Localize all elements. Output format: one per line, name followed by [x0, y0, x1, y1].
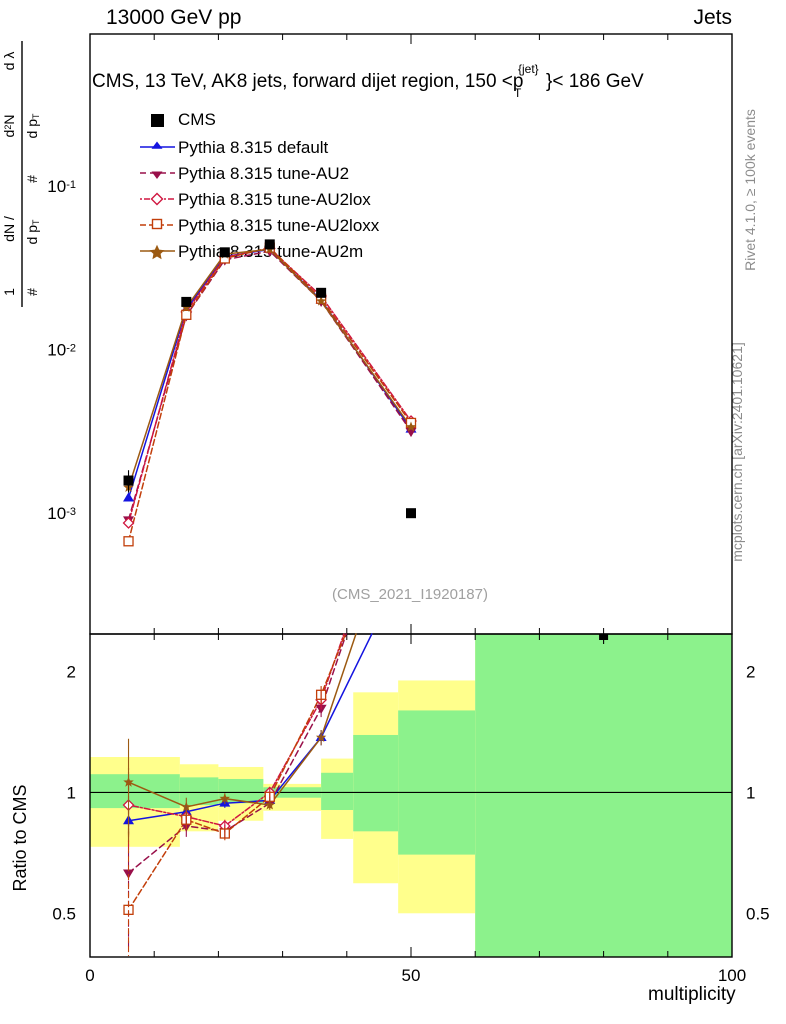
svg-text:}< 186 GeV: }< 186 GeV: [546, 71, 644, 92]
svg-text:d λ: d λ: [1, 52, 17, 71]
svg-text:Pythia 8.315 default: Pythia 8.315 default: [178, 138, 329, 157]
svg-text:2: 2: [746, 663, 755, 682]
svg-text:CMS, 13 TeV, AK8 jets, forward: CMS, 13 TeV, AK8 jets, forward dijet reg…: [92, 71, 523, 92]
svg-text:multiplicity: multiplicity: [648, 984, 736, 1005]
svg-text:2: 2: [67, 663, 76, 682]
svg-text:1: 1: [67, 783, 76, 802]
svg-text:CMS: CMS: [178, 110, 216, 129]
svg-text:1: 1: [1, 288, 17, 296]
svg-text:Pythia 8.315 tune-AU2: Pythia 8.315 tune-AU2: [178, 164, 349, 183]
svg-text:Ratio to CMS: Ratio to CMS: [10, 784, 30, 891]
svg-text:10-2: 10-2: [47, 340, 76, 359]
svg-text:d2N: d2N: [1, 115, 17, 138]
svg-text:10-3: 10-3: [47, 504, 76, 523]
svg-text:d pT: d pT: [24, 219, 41, 244]
svg-text:T: T: [514, 86, 522, 100]
svg-text:Pythia 8.315 tune-AU2lox: Pythia 8.315 tune-AU2lox: [178, 190, 371, 209]
svg-text:(CMS_2021_I1920187): (CMS_2021_I1920187): [332, 586, 488, 603]
svg-text:0: 0: [85, 966, 94, 985]
svg-text:13000 GeV pp: 13000 GeV pp: [106, 6, 241, 29]
svg-text:dN /: dN /: [1, 216, 17, 242]
svg-text:10-1: 10-1: [47, 177, 76, 196]
svg-text:100: 100: [718, 966, 746, 985]
svg-text:Pythia 8.315 tune-AU2loxx: Pythia 8.315 tune-AU2loxx: [178, 216, 380, 235]
svg-text:#: #: [24, 175, 40, 183]
svg-text:Rivet 4.1.0, ≥ 100k events: Rivet 4.1.0, ≥ 100k events: [742, 109, 758, 271]
svg-text:0.5: 0.5: [746, 904, 770, 923]
svg-text:1: 1: [746, 783, 755, 802]
svg-text:#: #: [24, 288, 40, 296]
svg-text:50: 50: [402, 966, 421, 985]
svg-text:{jet}: {jet}: [518, 62, 539, 76]
svg-text:d pT: d pT: [24, 113, 41, 138]
svg-text:0.5: 0.5: [52, 904, 76, 923]
svg-text:Jets: Jets: [693, 6, 732, 29]
